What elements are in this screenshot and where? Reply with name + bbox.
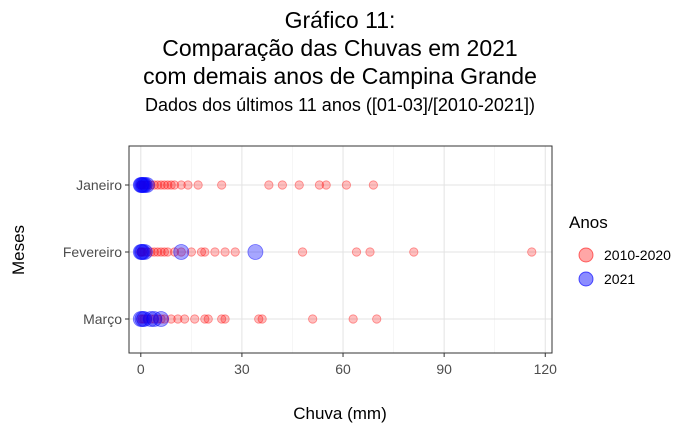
data-point (136, 244, 153, 260)
data-point (166, 180, 176, 190)
data-point (176, 247, 186, 257)
data-point (341, 180, 351, 190)
data-point (136, 247, 146, 257)
data-point (153, 247, 163, 257)
legend-title: Anos (569, 213, 608, 232)
data-point (173, 314, 183, 324)
data-point (254, 314, 264, 324)
x-tick-label: 60 (335, 361, 351, 377)
data-point (220, 247, 230, 257)
data-point (180, 314, 190, 324)
x-tick-label: 120 (534, 361, 558, 377)
data-point (193, 180, 203, 190)
plot-border (128, 145, 553, 354)
data-point (372, 314, 382, 324)
data-point (294, 180, 304, 190)
data-point (203, 314, 213, 324)
data-point (321, 180, 331, 190)
x-axis-title: Chuva (mm) (293, 404, 387, 423)
data-point (264, 180, 274, 190)
x-axis: 0 30 60 90 120 (137, 353, 557, 377)
data-point (176, 180, 186, 190)
data-point (200, 247, 210, 257)
data-point (297, 247, 308, 257)
grid (129, 146, 552, 353)
data-point (146, 311, 163, 327)
data-point (163, 247, 173, 257)
title-line: Comparação das Chuvas em 2021 (162, 35, 517, 61)
data-point (138, 177, 155, 193)
data-point (186, 247, 196, 257)
y-tick-label: Janeiro (76, 177, 122, 193)
legend-label: 2010-2020 (604, 247, 671, 263)
data-point (153, 311, 169, 327)
data-point (200, 314, 210, 324)
data-point (365, 247, 375, 257)
data-point (368, 180, 378, 190)
y-tick-label: Março (83, 311, 122, 327)
data-point (156, 180, 166, 190)
data-point (230, 247, 240, 257)
legend-key (578, 271, 594, 287)
data-point (527, 247, 537, 257)
data-point (159, 180, 169, 190)
chart-subtitle: Dados dos últimos 11 anos ([01-03]/[2010… (145, 95, 535, 115)
data-point (173, 244, 190, 260)
data-point (217, 180, 227, 190)
data-point (348, 314, 358, 324)
data-point (220, 314, 230, 324)
data-point (257, 314, 267, 324)
data-point (136, 247, 146, 257)
data-point (314, 180, 325, 190)
x-tick-label: 0 (137, 361, 145, 377)
data-point (156, 314, 166, 324)
title-line: com demais anos de Campina Grande (143, 63, 537, 89)
legend-label: 2021 (604, 271, 635, 287)
data-point (156, 247, 166, 257)
data-point (190, 314, 200, 324)
data-point (196, 247, 207, 257)
data-point (159, 247, 169, 257)
data-points (132, 177, 537, 327)
data-point (308, 314, 318, 324)
y-tick-label: Fevereiro (63, 244, 122, 260)
data-point (351, 247, 362, 257)
data-point (169, 180, 180, 190)
x-tick-label: 30 (234, 361, 250, 377)
data-point (163, 180, 173, 190)
data-point (169, 247, 180, 257)
data-point (137, 180, 148, 190)
x-tick-label: 90 (436, 361, 452, 377)
data-point (183, 180, 193, 190)
data-point (217, 314, 227, 324)
y-axis: Janeiro Fevereiro Março (63, 177, 129, 327)
title-line: Gráfico 11: (285, 7, 396, 33)
data-point (153, 180, 163, 190)
data-point (277, 180, 287, 190)
legend: Anos 2010-2020 2021 (569, 213, 671, 287)
y-axis-title: Meses (9, 225, 28, 275)
legend-key (578, 247, 594, 263)
data-point (210, 247, 220, 257)
data-point (166, 314, 176, 324)
data-point (137, 247, 148, 257)
data-point (247, 244, 264, 260)
chart-title: Gráfico 11: Comparação das Chuvas em 202… (143, 7, 537, 89)
data-point (409, 247, 419, 257)
